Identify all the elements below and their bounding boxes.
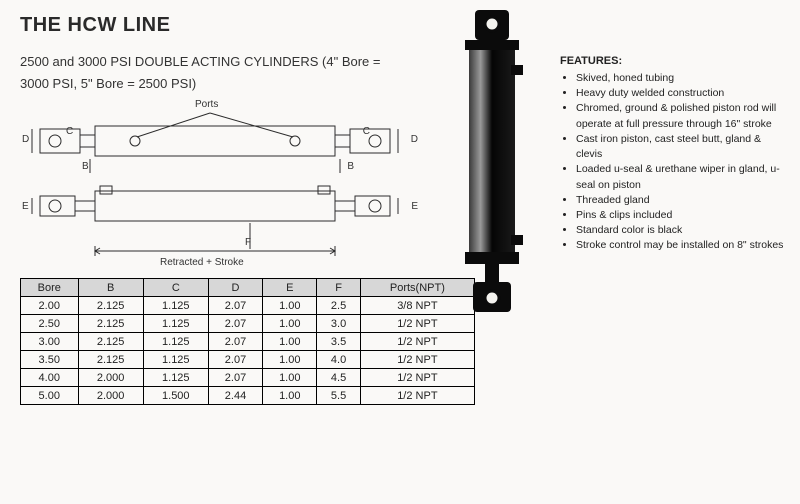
table-cell: 2.07 — [208, 369, 262, 387]
table-cell: 2.125 — [78, 315, 143, 333]
features-heading: FEATURES: — [560, 55, 790, 67]
table-cell: 5.5 — [317, 387, 360, 405]
col-f: F — [317, 279, 360, 297]
table-cell: 2.07 — [208, 351, 262, 369]
table-cell: 2.07 — [208, 297, 262, 315]
diagram-label-D-right: D — [411, 134, 418, 145]
col-e: E — [263, 279, 317, 297]
table-cell: 2.5 — [317, 297, 360, 315]
product-photo — [445, 10, 540, 315]
table-cell: 5.00 — [21, 387, 79, 405]
subtitle-line1: 2500 and 3000 PSI DOUBLE ACTING CYLINDER… — [20, 54, 380, 69]
table-cell: 1.125 — [143, 369, 208, 387]
retracted-label: Retracted + Stroke — [160, 257, 244, 268]
table-cell: 4.00 — [21, 369, 79, 387]
table-cell: 1.125 — [143, 351, 208, 369]
feature-item: Cast iron piston, cast steel butt, gland… — [576, 132, 790, 162]
table-row: 4.002.0001.1252.071.004.51/2 NPT — [21, 369, 475, 387]
feature-item: Pins & clips included — [576, 208, 790, 223]
table-cell: 2.125 — [78, 333, 143, 351]
table-cell: 1.125 — [143, 315, 208, 333]
table-cell: 1.00 — [263, 351, 317, 369]
features-list: Skived, honed tubing Heavy duty welded c… — [560, 71, 790, 254]
table-cell: 2.00 — [21, 297, 79, 315]
feature-item: Chromed, ground & polished piston rod wi… — [576, 101, 790, 131]
table-cell: 2.07 — [208, 333, 262, 351]
table-cell: 1.00 — [263, 297, 317, 315]
table-cell: 2.50 — [21, 315, 79, 333]
table-header-row: Bore B C D E F Ports(NPT) — [21, 279, 475, 297]
diagram-label-E-left: E — [22, 201, 29, 212]
subtitle-line2: 3000 PSI, 5" Bore = 2500 PSI) — [20, 76, 196, 91]
engineering-diagram: Ports Retracted + Stroke D D C C B B E E… — [20, 101, 420, 266]
table-cell: 2.44 — [208, 387, 262, 405]
feature-item: Heavy duty welded construction — [576, 86, 790, 101]
diagram-label-B-right: B — [347, 161, 354, 172]
table-cell: 3.00 — [21, 333, 79, 351]
col-b: B — [78, 279, 143, 297]
table-cell: 2.125 — [78, 351, 143, 369]
table-cell: 4.0 — [317, 351, 360, 369]
diagram-svg — [20, 101, 420, 266]
feature-item: Threaded gland — [576, 193, 790, 208]
table-cell: 1/2 NPT — [360, 315, 474, 333]
table-cell: 1.00 — [263, 315, 317, 333]
diagram-label-C-right: C — [363, 126, 370, 137]
page-title: THE HCW LINE — [20, 14, 780, 37]
diagram-label-E-right: E — [411, 201, 418, 212]
subtitle: 2500 and 3000 PSI DOUBLE ACTING CYLINDER… — [20, 51, 420, 95]
table-cell: 2.000 — [78, 369, 143, 387]
table-cell: 1.00 — [263, 369, 317, 387]
diagram-label-D-left: D — [22, 134, 29, 145]
table-cell: 3.5 — [317, 333, 360, 351]
table-cell: 1/2 NPT — [360, 369, 474, 387]
table-cell: 1/2 NPT — [360, 333, 474, 351]
table-row: 5.002.0001.5002.441.005.51/2 NPT — [21, 387, 475, 405]
spec-table: Bore B C D E F Ports(NPT) 2.002.1251.125… — [20, 278, 475, 405]
table-cell: 1.125 — [143, 297, 208, 315]
table-cell: 1/2 NPT — [360, 387, 474, 405]
table-cell: 2.125 — [78, 297, 143, 315]
table-row: 2.002.1251.1252.071.002.53/8 NPT — [21, 297, 475, 315]
feature-item: Skived, honed tubing — [576, 71, 790, 86]
diagram-label-F: F — [245, 237, 251, 248]
diagram-label-C-left: C — [66, 126, 73, 137]
feature-item: Loaded u-seal & urethane wiper in gland,… — [576, 162, 790, 192]
table-cell: 2.07 — [208, 315, 262, 333]
table-cell: 1.00 — [263, 387, 317, 405]
table-cell: 1/2 NPT — [360, 351, 474, 369]
table-cell: 4.5 — [317, 369, 360, 387]
table-cell: 2.000 — [78, 387, 143, 405]
col-c: C — [143, 279, 208, 297]
ports-label: Ports — [195, 99, 218, 110]
table-cell: 3.0 — [317, 315, 360, 333]
table-row: 3.502.1251.1252.071.004.01/2 NPT — [21, 351, 475, 369]
features-panel: FEATURES: Skived, honed tubing Heavy dut… — [560, 55, 790, 254]
feature-item: Stroke control may be installed on 8" st… — [576, 238, 790, 253]
table-cell: 1.500 — [143, 387, 208, 405]
table-row: 2.502.1251.1252.071.003.01/2 NPT — [21, 315, 475, 333]
table-row: 3.002.1251.1252.071.003.51/2 NPT — [21, 333, 475, 351]
table-cell: 3.50 — [21, 351, 79, 369]
feature-item: Standard color is black — [576, 223, 790, 238]
col-bore: Bore — [21, 279, 79, 297]
diagram-label-B-left: B — [82, 161, 89, 172]
col-d: D — [208, 279, 262, 297]
table-cell: 1.00 — [263, 333, 317, 351]
table-cell: 1.125 — [143, 333, 208, 351]
